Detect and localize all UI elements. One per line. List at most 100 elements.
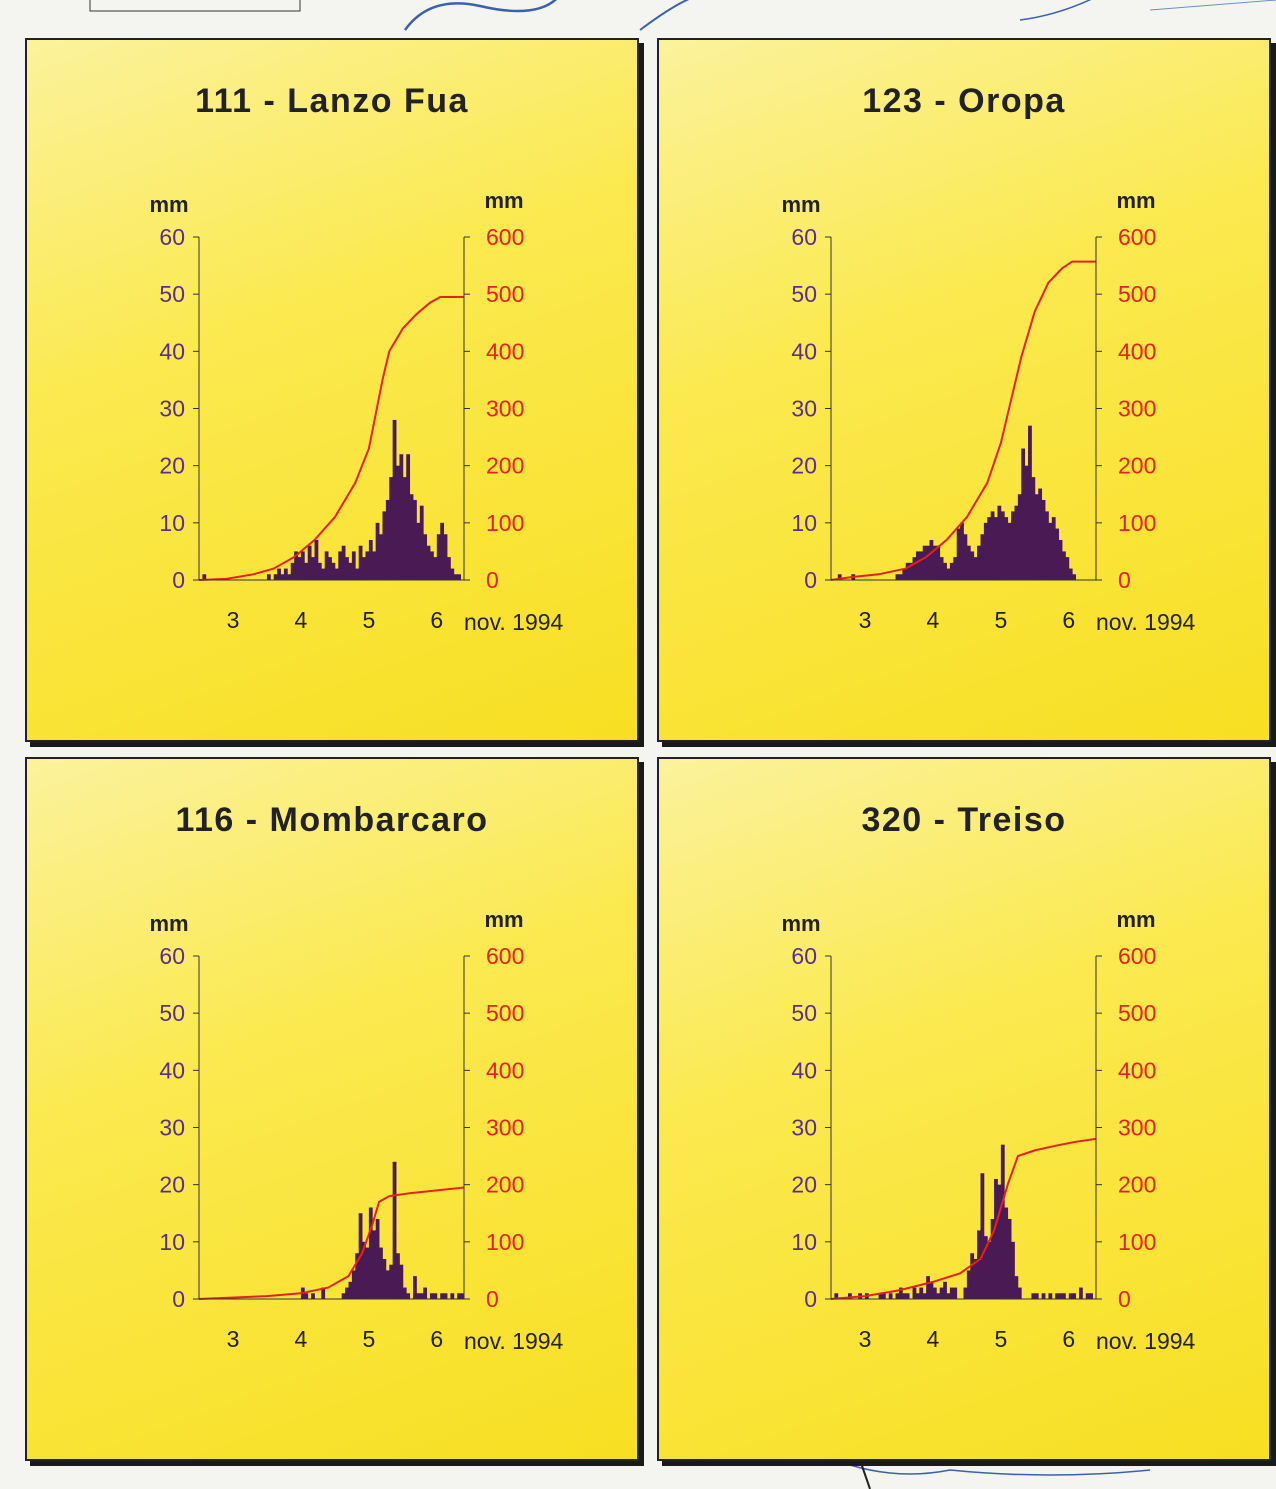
x-axis-caption: nov. 1994 — [464, 609, 564, 635]
rainfall-bar — [372, 551, 377, 580]
rainfall-bar — [946, 1293, 951, 1299]
right-tick-label: 600 — [486, 224, 524, 250]
rainfall-bar — [433, 557, 438, 580]
right-tick-label: 500 — [486, 1000, 524, 1026]
rainfall-bar — [338, 551, 343, 580]
x-tick-label: 6 — [430, 607, 443, 633]
left-tick-label: 30 — [791, 1115, 817, 1141]
rainfall-bar — [994, 1178, 998, 1299]
x-tick-label: 3 — [227, 607, 240, 633]
right-tick-label: 300 — [486, 396, 524, 422]
rainfall-bar — [973, 1258, 978, 1299]
rainfall-bar — [953, 557, 958, 580]
rainfall-bar — [1014, 1276, 1019, 1299]
rainfall-bar — [290, 562, 295, 580]
rainfall-bar — [1055, 1293, 1060, 1299]
rainfall-bar — [932, 1287, 937, 1299]
rainfall-bar — [919, 551, 924, 580]
rainfall-bar — [939, 557, 944, 580]
rainfall-bar — [365, 1247, 370, 1299]
rainfall-bar — [436, 534, 441, 580]
rainfall-bar — [970, 1253, 975, 1299]
rainfall-bar — [994, 517, 998, 580]
rainfall-bar — [385, 1270, 390, 1299]
rainfall-bar — [1034, 494, 1039, 580]
rainfall-bar — [1048, 522, 1053, 580]
rainfall-bar — [392, 419, 397, 580]
rainfall-bar — [1011, 511, 1015, 580]
left-tick-label: 10 — [159, 510, 185, 536]
right-tick-label: 600 — [486, 943, 524, 969]
rainfall-bar — [334, 568, 339, 580]
rainfall-bar — [385, 499, 390, 580]
rainfall-bar — [402, 1287, 407, 1299]
rainfall-bar — [837, 574, 842, 580]
rainfall-bar — [443, 534, 448, 580]
rainfall-bar — [915, 551, 920, 580]
rainfall-bar — [358, 545, 363, 580]
rainfall-bar — [1004, 1207, 1009, 1299]
rainfall-bar — [419, 505, 424, 580]
rainfall-bar — [317, 562, 322, 580]
rainfall-bar — [304, 1293, 309, 1299]
rainfall-bar — [895, 1293, 900, 1299]
x-tick-label: 5 — [994, 607, 1007, 633]
rainfall-bar — [392, 1161, 397, 1299]
rainfall-bar — [355, 568, 360, 580]
rainfall-bar — [1011, 1241, 1015, 1299]
rainfall-bar — [922, 545, 927, 580]
rainfall-bar — [1065, 557, 1070, 580]
cumulative-line — [830, 260, 1096, 581]
rainfall-bar — [341, 545, 346, 580]
rainfall-bar — [953, 1287, 958, 1299]
cumulative-line — [198, 1186, 465, 1300]
rainfall-bar — [895, 574, 900, 580]
x-tick-label: 6 — [430, 1326, 443, 1352]
rainfall-bar — [365, 551, 370, 580]
rainfall-bar — [413, 1276, 417, 1299]
rainfall-bar — [1021, 448, 1026, 580]
rainfall-bar — [348, 1281, 353, 1299]
x-tick-label: 6 — [1062, 1326, 1075, 1352]
rainfall-bar — [345, 1287, 349, 1299]
rainfall-bar — [960, 522, 964, 580]
rainfall-bar — [983, 1236, 988, 1299]
rainfall-bar — [987, 517, 992, 580]
rainfall-bar — [311, 1293, 315, 1299]
rainfall-bar — [834, 1293, 839, 1299]
right-tick-label: 600 — [1118, 943, 1156, 969]
rainfall-bar — [402, 477, 407, 580]
rainfall-bar — [1058, 539, 1063, 580]
rainfall-bar — [922, 1293, 927, 1299]
rainfall-bar — [990, 1218, 995, 1299]
rainfall-bar — [966, 545, 971, 580]
left-tick-label: 40 — [791, 1057, 817, 1083]
x-tick-label: 4 — [295, 607, 308, 633]
rainfall-bar — [847, 1293, 852, 1299]
left-tick-label: 0 — [804, 1286, 817, 1312]
left-unit-label: mm — [781, 192, 820, 217]
left-tick-label: 10 — [791, 1229, 817, 1255]
panel-title: 116 - Mombarcaro — [175, 801, 489, 839]
rainfall-bar — [1072, 1293, 1077, 1299]
rainfall-bar — [898, 1287, 903, 1299]
rainfall-bar — [1048, 1293, 1053, 1299]
left-unit-label: mm — [149, 192, 188, 217]
right-tick-label: 200 — [486, 1172, 524, 1198]
right-tick-label: 500 — [486, 281, 524, 307]
rainfall-bar — [1004, 517, 1009, 580]
rainfall-bar — [1058, 1293, 1063, 1299]
rainfall-bar — [1089, 1293, 1094, 1299]
left-tick-label: 20 — [159, 1172, 185, 1198]
rainfall-bar — [1062, 551, 1066, 580]
rainfall-bar — [280, 574, 285, 580]
rainfall-bar — [389, 477, 394, 580]
rainfall-bar — [345, 557, 349, 580]
rainfall-bar — [307, 545, 312, 580]
rainfall-bar — [300, 551, 305, 580]
left-tick-label: 60 — [791, 224, 817, 250]
right-tick-label: 100 — [1118, 1229, 1156, 1255]
left-tick-label: 20 — [791, 453, 817, 479]
rainfall-bar — [1068, 568, 1073, 580]
